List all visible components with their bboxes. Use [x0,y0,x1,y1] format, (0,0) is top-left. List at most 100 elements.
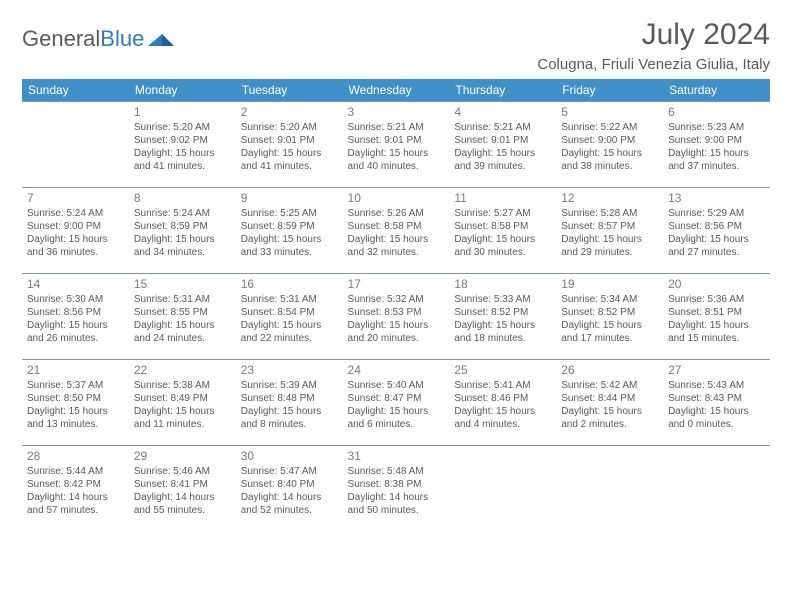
weekday-header: Monday [129,79,236,102]
calendar-day-cell: 23 Sunrise: 5:39 AMSunset: 8:48 PMDayligh… [236,360,343,446]
sunrise-line: Sunrise: 5:38 AM [134,380,231,393]
sunset-line: Sunset: 8:41 PM [134,479,231,492]
calendar-day-cell: 19Sunrise: 5:34 AMSunset: 8:52 PMDayligh… [556,274,663,360]
daylight-line: Daylight: 15 hours and 34 minutes. [134,234,231,260]
calendar-day-cell: 25Sunrise: 5:41 AMSunset: 8:46 PMDayligh… [449,360,556,446]
logo-mark-icon [148,26,174,52]
sunset-line: Sunset: 9:02 PM [134,135,231,148]
weekday-header: Sunday [22,79,129,102]
day-number: 17 [348,277,445,292]
sunset-line: Sunset: 9:00 PM [668,135,765,148]
logo-word-blue: Blue [100,26,144,52]
sunrise-line: Sunrise: 5:24 AM [27,208,124,221]
daylight-line: Daylight: 14 hours and 50 minutes. [348,492,445,518]
sunrise-line: Sunrise: 5:37 AM [27,380,124,393]
day-number: 26 [561,363,658,378]
day-number: 29 [134,449,231,464]
header: GeneralBlue July 2024 Colugna, Friuli Ve… [22,18,770,73]
daylight-line: Daylight: 15 hours and 26 minutes. [27,320,124,346]
sunrise-line: Sunrise: 5:31 AM [241,294,338,307]
sunrise-line: Sunrise: 5:36 AM [668,294,765,307]
calendar-week-row: 1Sunrise: 5:20 AMSunset: 9:02 PMDaylight… [22,102,770,188]
day-number: 2 [241,105,338,120]
calendar-day-cell: 11Sunrise: 5:27 AMSunset: 8:58 PMDayligh… [449,188,556,274]
sunrise-line: Sunrise: 5:32 AM [348,294,445,307]
sunrise-line: Sunrise: 5:20 AM [134,122,231,135]
daylight-line: Daylight: 15 hours and 22 minutes. [241,320,338,346]
day-number: 3 [348,105,445,120]
day-number: 31 [348,449,445,464]
sunrise-line: Sunrise: 5:42 AM [561,380,658,393]
sunset-line: Sunset: 8:52 PM [561,307,658,320]
day-number: 12 [561,191,658,206]
calendar-day-cell [663,446,770,532]
day-number: 6 [668,105,765,120]
calendar-day-cell: 30Sunrise: 5:47 AMSunset: 8:40 PMDayligh… [236,446,343,532]
daylight-line: Daylight: 15 hours and 38 minutes. [561,148,658,174]
calendar-day-cell: 5Sunrise: 5:22 AMSunset: 9:00 PMDaylight… [556,102,663,188]
calendar-week-row: 28 Sunrise: 5:44 AMSunset: 8:42 PM Dayligh… [22,446,770,532]
sunset-line: Sunset: 8:38 PM [348,479,445,492]
day-number: 10 [348,191,445,206]
calendar-week-row: 7Sunrise: 5:24 AMSunset: 9:00 PMDaylight… [22,188,770,274]
day-number: 15 [134,277,231,292]
daylight-line: Daylight: 15 hours and 13 minutes. [27,406,124,432]
weekday-header: Wednesday [343,79,450,102]
sunrise-line: Sunrise: 5:41 AM [454,380,551,393]
location: Colugna, Friuli Venezia Giulia, Italy [537,56,770,73]
daylight-line: Daylight: 14 hours and 52 minutes. [241,492,338,518]
logo-word-general: General [22,26,100,52]
sunrise-line: Sunrise: 5:43 AM [668,380,765,393]
calendar-day-cell [22,102,129,188]
weekday-header: Friday [556,79,663,102]
sunset-line: Sunset: 8:44 PM [561,393,658,406]
sunset-line: Sunset: 8:43 PM [668,393,765,406]
sunset-line: Sunset: 9:00 PM [27,221,124,234]
sunrise-line: Sunrise: 5:39 AM [241,380,338,393]
calendar-day-cell: 4Sunrise: 5:21 AMSunset: 9:01 PMDaylight… [449,102,556,188]
daylight-line: Daylight: 15 hours and 11 minutes. [134,406,231,432]
calendar-day-cell: 13Sunrise: 5:29 AMSunset: 8:56 PMDayligh… [663,188,770,274]
calendar-day-cell: 27Sunrise: 5:43 AMSunset: 8:43 PMDayligh… [663,360,770,446]
sunset-line: Sunset: 8:42 PM [27,479,124,492]
daylight-line: Daylight: 15 hours and 32 minutes. [348,234,445,260]
sunset-line: Sunset: 8:46 PM [454,393,551,406]
sunset-line: Sunset: 8:47 PM [348,393,445,406]
sunset-line: Sunset: 8:56 PM [27,307,124,320]
sunrise-line: Sunrise: 5:24 AM [134,208,231,221]
weekday-header: Tuesday [236,79,343,102]
calendar-day-cell: 20Sunrise: 5:36 AMSunset: 8:51 PMDayligh… [663,274,770,360]
day-number: 28 [27,449,124,464]
day-number: 18 [454,277,551,292]
sunset-line: Sunset: 8:48 PM [241,393,338,406]
sunrise-line: Sunrise: 5:20 AM [241,122,338,135]
calendar-day-cell: 15Sunrise: 5:31 AMSunset: 8:55 PMDayligh… [129,274,236,360]
calendar-day-cell: 9Sunrise: 5:25 AMSunset: 8:59 PMDaylight… [236,188,343,274]
sunset-line: Sunset: 8:57 PM [561,221,658,234]
daylight-line: Daylight: 15 hours and 15 minutes. [668,320,765,346]
daylight-line: Daylight: 15 hours and 29 minutes. [561,234,658,260]
day-number: 23 [241,363,338,378]
daylight-line: Daylight: 14 hours and 55 minutes. [134,492,231,518]
daylight-line: Daylight: 15 hours and 6 minutes. [348,406,445,432]
daylight-line: Daylight: 15 hours and 4 minutes. [454,406,551,432]
day-number: 19 [561,277,658,292]
sunset-line: Sunset: 8:54 PM [241,307,338,320]
sunrise-line: Sunrise: 5:44 AM [27,466,124,479]
sunrise-line: Sunrise: 5:21 AM [454,122,551,135]
calendar-day-cell: 12Sunrise: 5:28 AMSunset: 8:57 PMDayligh… [556,188,663,274]
day-number: 20 [668,277,765,292]
sunset-line: Sunset: 8:55 PM [134,307,231,320]
sunrise-line: Sunrise: 5:23 AM [668,122,765,135]
sunset-line: Sunset: 8:59 PM [134,221,231,234]
day-number: 22 [134,363,231,378]
sunrise-line: Sunrise: 5:47 AM [241,466,338,479]
day-number: 9 [241,191,338,206]
calendar-day-cell: 21Sunrise: 5:37 AMSunset: 8:50 PMDayligh… [22,360,129,446]
sunrise-line: Sunrise: 5:22 AM [561,122,658,135]
daylight-line: Daylight: 15 hours and 8 minutes. [241,406,338,432]
calendar-day-cell: 10Sunrise: 5:26 AMSunset: 8:58 PMDayligh… [343,188,450,274]
calendar-day-cell: 16Sunrise: 5:31 AMSunset: 8:54 PMDayligh… [236,274,343,360]
sunrise-line: Sunrise: 5:21 AM [348,122,445,135]
sunrise-line: Sunrise: 5:34 AM [561,294,658,307]
